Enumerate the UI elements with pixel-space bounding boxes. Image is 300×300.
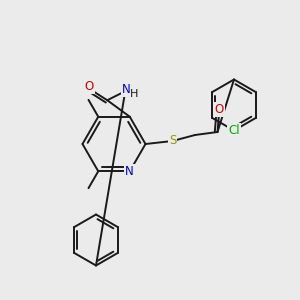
Text: N: N xyxy=(122,83,130,96)
Text: O: O xyxy=(214,103,224,116)
Text: O: O xyxy=(85,80,94,93)
Text: N: N xyxy=(125,165,134,178)
Text: Cl: Cl xyxy=(228,124,240,137)
Text: S: S xyxy=(169,134,176,148)
Text: H: H xyxy=(130,88,138,99)
